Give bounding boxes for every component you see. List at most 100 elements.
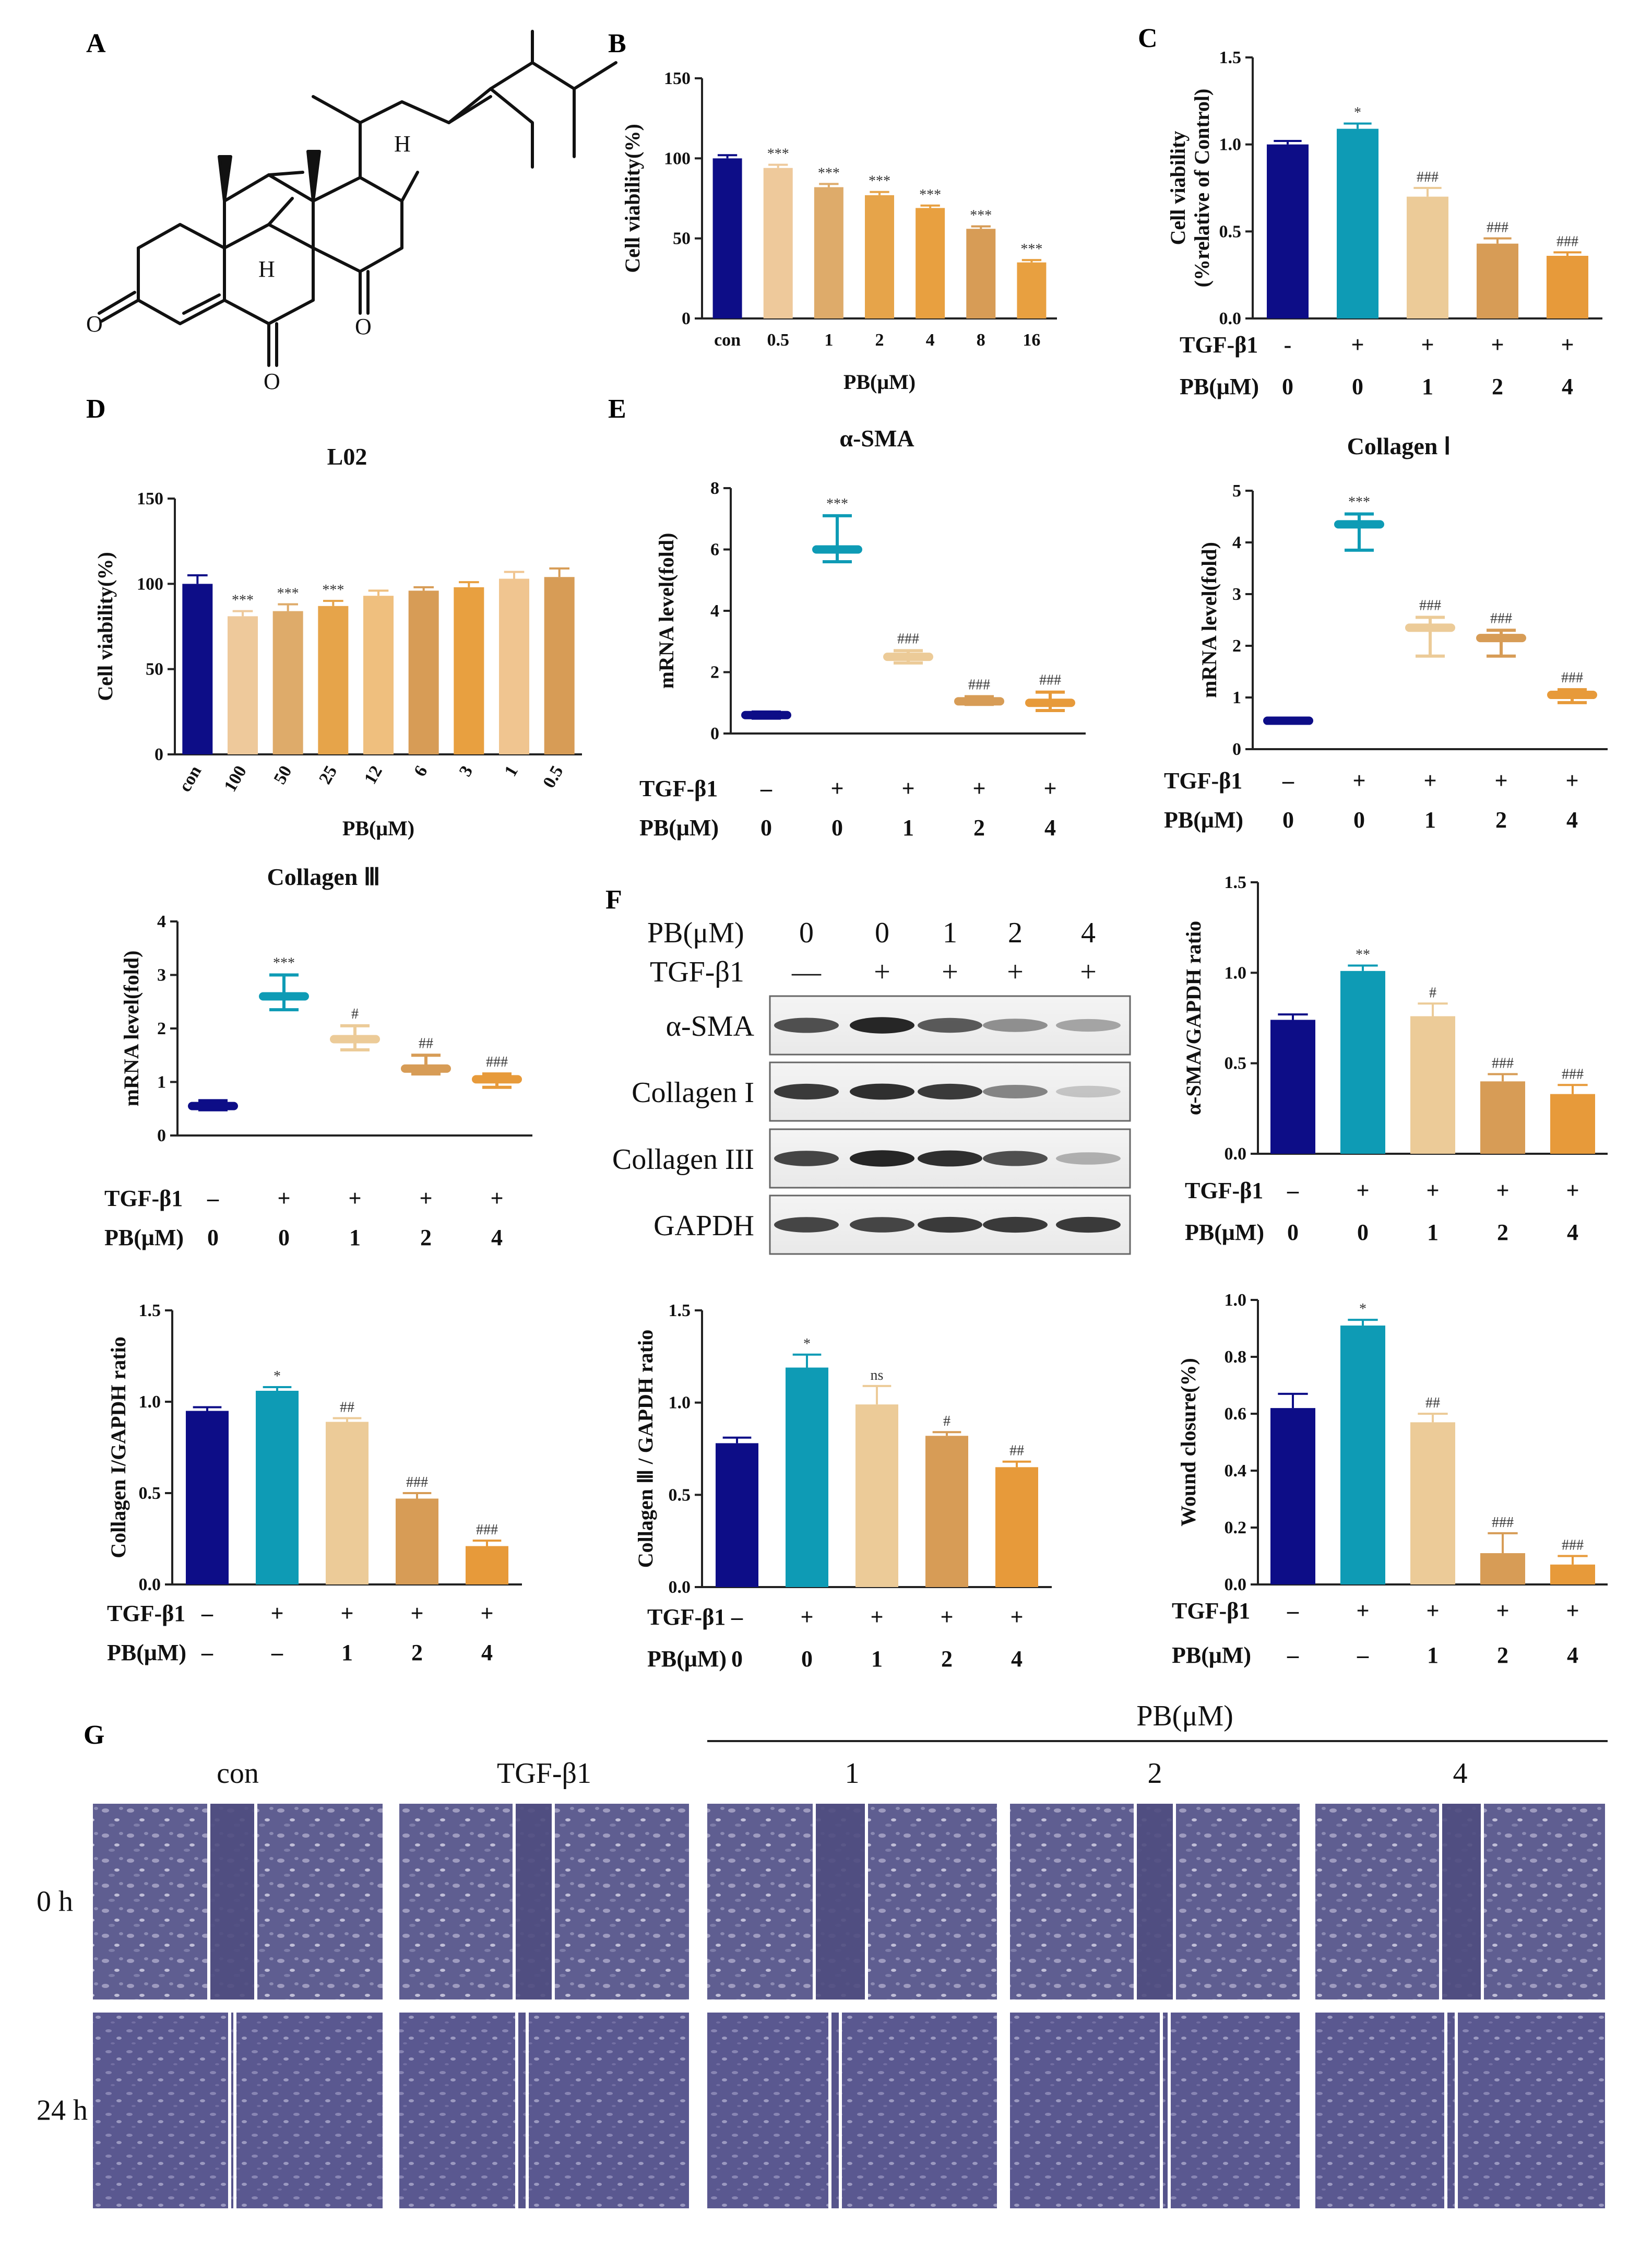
pb-row-value: 1 xyxy=(1427,1220,1439,1245)
pb-row-value: 2 xyxy=(1495,807,1507,833)
blot-pb-label: PB(μM) xyxy=(647,917,744,949)
y-tick-label: 100 xyxy=(137,574,163,594)
pb-row-value: 0 xyxy=(801,1646,813,1672)
y-tick-label: 5 xyxy=(1232,481,1241,501)
panel-label-e: E xyxy=(608,394,626,424)
atom-o-2: O xyxy=(264,369,280,394)
pb-row-label: PB(μM) xyxy=(104,1225,184,1250)
pb-row-value: 2 xyxy=(941,1646,953,1672)
bar xyxy=(326,1422,369,1584)
y-tick-label: 0.8 xyxy=(1225,1347,1247,1367)
significance-mark: *** xyxy=(869,173,890,190)
mean-marker xyxy=(954,697,1004,706)
chart-f-collagen-1-ratio: 0.0 0.5 1.0 1.5 Collagen I/GAPDH ratio – – * + – #… xyxy=(106,1301,522,1665)
panel-label-a: A xyxy=(86,29,106,58)
pb-row-label: PB(μM) xyxy=(1185,1220,1264,1245)
panel-label-f: F xyxy=(605,885,622,915)
pb-row-value: 1 xyxy=(1427,1642,1439,1668)
pb-row-value: 4 xyxy=(481,1640,493,1665)
y-axis-label: Collagen I/GAPDH ratio xyxy=(106,1336,130,1558)
pb-row-value: 0 xyxy=(831,815,843,841)
bar xyxy=(186,1411,229,1584)
y-axis-label: α-SMA/GAPDH ratio xyxy=(1182,921,1205,1115)
blot-pb-value: 1 xyxy=(943,917,957,949)
blot-band xyxy=(918,1017,982,1033)
bar xyxy=(1550,1094,1595,1154)
blot-band xyxy=(983,1085,1048,1098)
pb-row-label: PB(μM) xyxy=(1180,374,1259,399)
pb-row-value: – xyxy=(201,1640,213,1665)
mean-marker xyxy=(1476,634,1526,643)
tgf-row-value: + xyxy=(972,776,985,801)
chart-e-alpha-sma-mrna: 0 2 4 6 8 mRNA level(fold) α-SMA – 0 *** +0 ### +1 ##… xyxy=(639,425,1086,841)
tgf-row-label: TGF-β1 xyxy=(1164,768,1242,794)
chart-c-cell-viability-tgf: 0.0 0.5 1.0 1.5 Cell viability (%relative of … xyxy=(1166,48,1602,399)
significance-mark: ### xyxy=(1487,220,1508,236)
pb-row-value: – xyxy=(1357,1642,1369,1668)
tgf-row-value: + xyxy=(1423,768,1436,794)
y-tick-label: 0.0 xyxy=(139,1575,161,1594)
significance-mark: ## xyxy=(1425,1395,1440,1411)
bar xyxy=(396,1498,438,1584)
blot-band xyxy=(850,1017,914,1034)
blot-band xyxy=(774,1217,839,1233)
significance-mark: ### xyxy=(968,677,990,693)
wound-gap xyxy=(1441,1804,1482,1999)
tgf-row-value: + xyxy=(480,1601,493,1626)
chart-e-collagen-3-mrna: 0 1 2 3 4 mRNA level(fold) Collagen Ⅲ – 0 *** +0 # +… xyxy=(104,863,532,1250)
pb-row-value: – xyxy=(271,1640,283,1665)
tgf-row-label: TGF-β1 xyxy=(104,1186,183,1211)
tgf-row-label: TGF-β1 xyxy=(1180,332,1258,358)
mean-marker xyxy=(1547,691,1597,700)
wound-header-label: PB(μM) xyxy=(1136,1700,1233,1732)
y-tick-label: 50 xyxy=(146,660,163,679)
bar xyxy=(466,1546,508,1584)
significance-mark: *** xyxy=(818,165,840,181)
tgf-row-value: + xyxy=(1566,1598,1579,1624)
tgf-row-value: + xyxy=(1010,1604,1023,1630)
significance-mark: *** xyxy=(1020,241,1042,257)
y-tick-label: 1 xyxy=(1232,688,1241,707)
bar xyxy=(916,208,945,318)
wound-gap xyxy=(230,2013,235,2208)
blot-band xyxy=(850,1217,914,1233)
pb-row-value: 0 xyxy=(1282,807,1294,833)
atom-o-3: O xyxy=(355,314,372,339)
tgf-row-value: + xyxy=(1426,1178,1439,1203)
panel-label-d: D xyxy=(86,394,106,424)
significance-mark: ### xyxy=(1417,169,1439,185)
y-tick-label: 2 xyxy=(710,663,719,682)
bar xyxy=(855,1404,898,1587)
x-axis-label: PB(μM) xyxy=(342,817,414,840)
wound-gap xyxy=(1135,1804,1174,1999)
tgf-row-value: + xyxy=(940,1604,953,1630)
tgf-row-value: + xyxy=(490,1186,503,1211)
significance-mark: # xyxy=(351,1006,359,1022)
y-tick-label: 0.6 xyxy=(1225,1404,1247,1424)
blot-tgf-value: + xyxy=(1080,956,1097,988)
y-tick-label: 0.0 xyxy=(1219,309,1242,328)
pb-row-value: 1 xyxy=(349,1225,361,1250)
blot-band xyxy=(918,1216,982,1233)
y-tick-label: 4 xyxy=(710,601,719,621)
significance-mark: *** xyxy=(273,955,295,972)
pb-row-value: 0 xyxy=(1287,1220,1299,1245)
bar xyxy=(1337,128,1378,318)
y-tick-label: 3 xyxy=(1232,585,1241,604)
category-label: con xyxy=(175,762,206,795)
y-tick-label: 0.0 xyxy=(669,1578,691,1597)
blot-pb-value: 4 xyxy=(1081,917,1096,949)
pb-row-value: 4 xyxy=(491,1225,503,1250)
pb-row-value: 1 xyxy=(341,1640,353,1665)
significance-mark: ## xyxy=(340,1400,354,1416)
pb-row-value: 0 xyxy=(1357,1220,1369,1245)
blot-row-label: α-SMA xyxy=(666,1010,755,1043)
y-tick-label: 0.2 xyxy=(1225,1518,1247,1537)
mean-marker xyxy=(1405,623,1455,632)
significance-mark: ### xyxy=(1492,1055,1514,1071)
wound-gap xyxy=(209,1804,256,1999)
tgf-row-label: TGF-β1 xyxy=(647,1604,726,1630)
y-tick-label: 1.5 xyxy=(1219,48,1242,67)
bar xyxy=(1547,256,1588,318)
blot-band xyxy=(774,1083,839,1100)
